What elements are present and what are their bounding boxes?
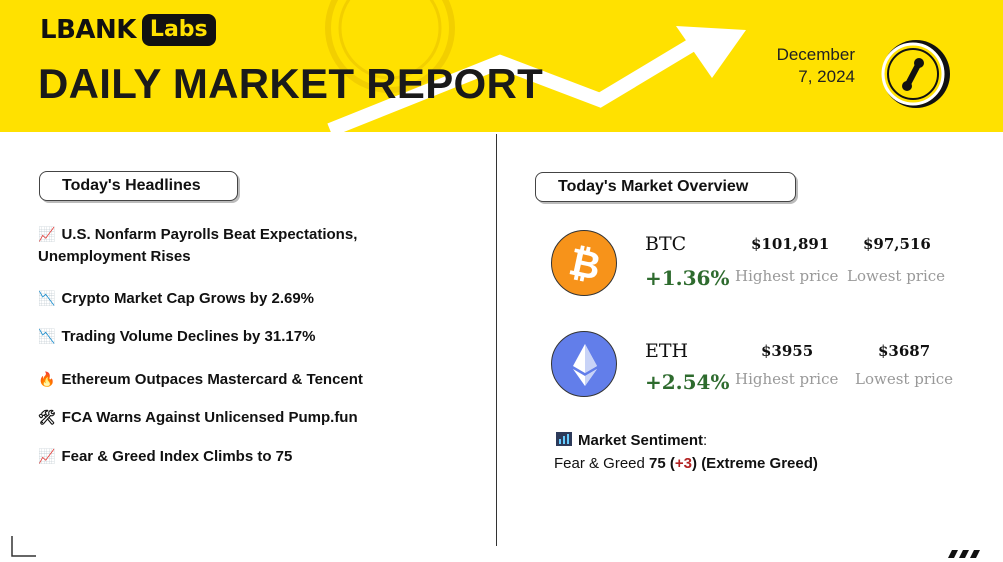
tools-icon: 🛠 — [38, 410, 56, 426]
fear-greed-line: Fear & Greed 75 (+3) (Extreme Greed) — [554, 455, 818, 472]
headlines-heading: Today's Headlines — [39, 171, 238, 201]
eth-symbol: ETH — [645, 340, 689, 362]
headline-item: 📈 U.S. Nonfarm Payrolls Beat Expectations… — [38, 224, 418, 267]
svg-text:₿: ₿ — [565, 239, 604, 288]
headline-text: FCA Warns Against Unlicensed Pump.fun — [61, 409, 358, 426]
fear-greed-delta: +3 — [674, 455, 693, 472]
headline-item: 📉 Trading Volume Declines by 31.17% — [38, 326, 418, 348]
lbank-coin-icon — [881, 40, 950, 108]
chart-down-icon: 📉 — [38, 329, 56, 345]
eth-low-label: Lowest price — [855, 370, 954, 388]
eth-change: +2.54% — [645, 370, 730, 394]
eth-high-label: Highest price — [735, 370, 839, 388]
stripes-decoration — [948, 550, 980, 558]
sentiment-title-text: Market Sentiment — [578, 432, 704, 449]
bar-chart-icon — [556, 432, 572, 446]
headline-text: Fear & Greed Index Climbs to 75 — [61, 448, 293, 465]
market-overview-heading-text: Today's Market Overview — [558, 178, 749, 195]
headline-text-continued: Unemployment Rises — [38, 248, 191, 265]
btc-high-price: $101,891 — [751, 235, 830, 253]
report-header: LBANK Labs DAILY MARKET REPORT December … — [0, 0, 1003, 132]
market-sentiment-title: Market Sentiment: — [556, 432, 707, 449]
btc-low-label: Lowest price — [847, 267, 946, 285]
bitcoin-icon: ₿ — [551, 230, 617, 296]
date-line-1: December — [776, 45, 855, 64]
btc-symbol: BTC — [645, 233, 687, 255]
fear-greed-label: Fear & Greed — [554, 455, 645, 472]
btc-change: +1.36% — [645, 266, 730, 290]
btc-low-price: $97,516 — [863, 235, 931, 253]
headline-text: Trading Volume Declines by 31.17% — [61, 328, 316, 345]
ethereum-icon — [551, 331, 617, 397]
headline-text: Ethereum Outpaces Mastercard & Tencent — [61, 371, 363, 388]
chart-up-icon: 📈 — [38, 449, 56, 465]
headline-item: 📉 Crypto Market Cap Grows by 2.69% — [38, 288, 418, 310]
fear-greed-state: (Extreme Greed) — [701, 455, 818, 472]
headline-item: 🛠 FCA Warns Against Unlicensed Pump.fun — [38, 407, 418, 429]
logo-text: LBANK — [40, 15, 136, 45]
headline-text: Crypto Market Cap Grows by 2.69% — [61, 290, 315, 307]
fire-icon: 🔥 — [38, 372, 56, 388]
fear-greed-value: 75 — [649, 455, 666, 472]
report-date: December 7, 2024 — [777, 44, 855, 88]
logo-badge: Labs — [141, 14, 216, 46]
column-divider — [496, 134, 497, 546]
eth-low-price: $3687 — [878, 342, 931, 360]
btc-high-label: Highest price — [735, 267, 839, 285]
date-line-2: 7, 2024 — [798, 67, 855, 86]
corner-bracket-decoration — [11, 536, 36, 557]
lbank-labs-logo: LBANK Labs — [40, 14, 216, 46]
headline-text: U.S. Nonfarm Payrolls Beat Expectations, — [61, 226, 358, 243]
headline-item: 🔥 Ethereum Outpaces Mastercard & Tencent — [38, 369, 418, 391]
chart-up-icon: 📈 — [38, 227, 56, 243]
eth-high-price: $3955 — [761, 342, 814, 360]
headline-item: 📈 Fear & Greed Index Climbs to 75 — [38, 446, 418, 468]
headlines-heading-text: Today's Headlines — [62, 177, 201, 194]
page-title: DAILY MARKET REPORT — [38, 60, 544, 107]
market-overview-heading: Today's Market Overview — [535, 172, 796, 202]
header-decoration — [325, 0, 746, 132]
chart-down-icon: 📉 — [38, 291, 56, 307]
